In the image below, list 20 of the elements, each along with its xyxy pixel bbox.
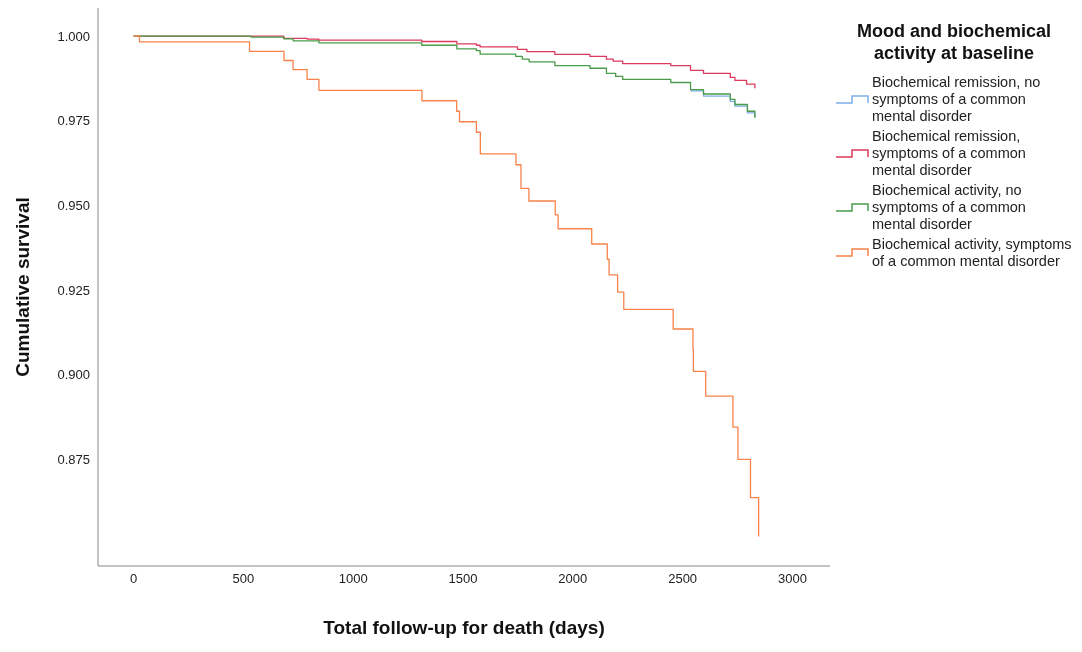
- y-tick-label: 0.925: [57, 282, 90, 298]
- y-tick-label: 0.975: [57, 113, 90, 129]
- legend-label: Biochemical remission, symptoms of a common mental disorder: [872, 128, 1027, 179]
- legend-label: Biochemical activity, symptoms of a common mental disorder: [872, 236, 1072, 270]
- x-tick-label: 0: [129, 571, 138, 587]
- y-tick-label: 0.950: [57, 198, 90, 214]
- x-tick-label: 2500: [668, 571, 698, 587]
- legend-label: Biochemical remission, no symptoms of a common mental disorder: [872, 74, 1042, 125]
- legend-label: Biochemical activity, no symptoms of a common mental disorder: [872, 182, 1027, 233]
- x-axis-title: Total follow-up for death (days): [323, 617, 605, 638]
- y-tick-label: 1.000: [57, 28, 90, 44]
- y-tick-label: 0.900: [57, 367, 90, 383]
- x-tick-label: 1000: [338, 571, 368, 587]
- y-tick-label: 0.875: [57, 451, 90, 467]
- x-tick-label: 500: [232, 571, 255, 587]
- x-tick-label: 3000: [777, 571, 807, 587]
- x-tick-label: 1500: [448, 571, 478, 587]
- legend-title: Mood and biochemical activity at baseline: [856, 20, 1052, 64]
- x-tick-label: 2000: [558, 571, 588, 587]
- y-axis-title: Cumulative survival: [11, 197, 33, 377]
